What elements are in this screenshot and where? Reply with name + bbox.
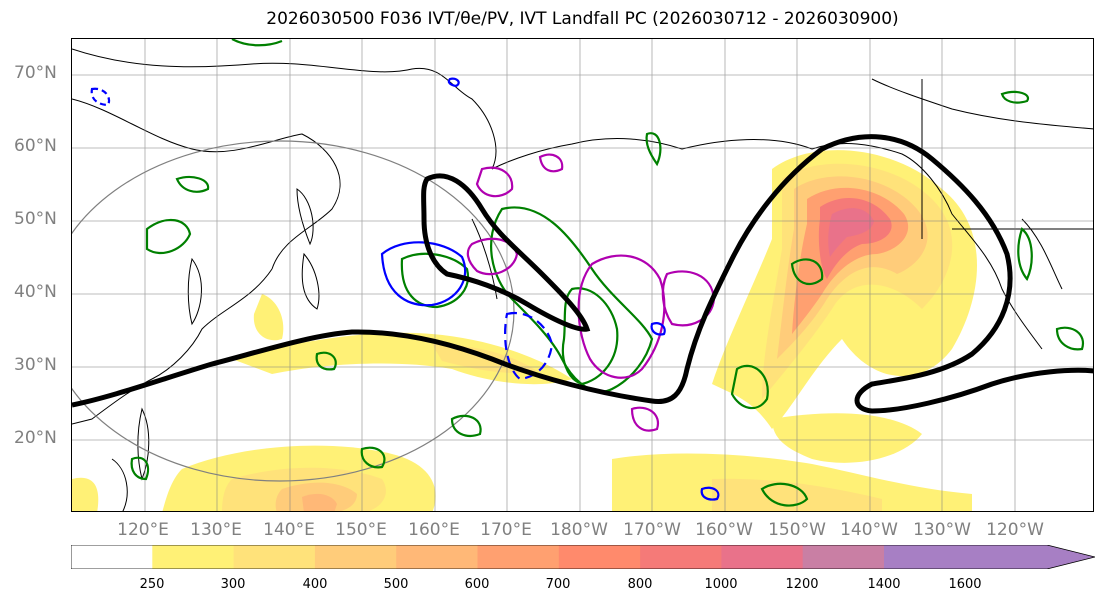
colorbar-tick-500: 500 bbox=[383, 577, 409, 592]
ivt-shading bbox=[72, 150, 977, 511]
colorbar-tick-1600: 1600 bbox=[948, 577, 982, 592]
lon-label-170w: 170°W bbox=[623, 520, 681, 540]
colorbar-segment bbox=[152, 545, 235, 569]
lon-label-160e: 160°E bbox=[408, 520, 460, 540]
lon-label-170e: 170°E bbox=[480, 520, 532, 540]
colorbar-segment bbox=[314, 545, 397, 569]
theta-e-contours bbox=[130, 39, 1085, 507]
colorbar-tick-400: 400 bbox=[302, 577, 328, 592]
lat-label-60n: 60°N bbox=[14, 136, 57, 156]
pv-negative-contours bbox=[90, 77, 720, 501]
colorbar-tick-250: 250 bbox=[139, 577, 165, 592]
colorbar-segment bbox=[558, 545, 641, 569]
colorbar-segment bbox=[802, 545, 885, 569]
map-panel[interactable] bbox=[71, 38, 1094, 512]
lon-label-140e: 140°E bbox=[263, 520, 315, 540]
lat-label-20n: 20°N bbox=[14, 428, 57, 448]
colorbar-segment bbox=[884, 545, 1095, 569]
lon-label-130w: 130°W bbox=[913, 520, 971, 540]
colorbar-tick-1200: 1200 bbox=[785, 577, 819, 592]
lat-label-40n: 40°N bbox=[14, 282, 57, 302]
lon-label-120e: 120°E bbox=[117, 520, 169, 540]
colorbar-tick-1400: 1400 bbox=[867, 577, 901, 592]
lon-label-150e: 150°E bbox=[335, 520, 387, 540]
colorbar-segment bbox=[640, 545, 722, 569]
lat-label-70n: 70°N bbox=[14, 63, 57, 83]
ivt-landfall-pc-contour bbox=[72, 134, 1093, 414]
lon-label-120w: 120°W bbox=[986, 520, 1044, 540]
lat-label-50n: 50°N bbox=[14, 209, 57, 229]
colorbar-tick-600: 600 bbox=[464, 577, 490, 592]
colorbar-tick-800: 800 bbox=[627, 577, 653, 592]
page-title: 2026030500 F036 IVT/θe/PV, IVT Landfall … bbox=[266, 9, 899, 29]
colorbar-tick-300: 300 bbox=[220, 577, 246, 592]
lat-label-30n: 30°N bbox=[14, 355, 57, 375]
colorbar-segment bbox=[721, 545, 804, 569]
colorbar-segment bbox=[233, 545, 316, 569]
map-canvas bbox=[72, 39, 1093, 511]
lon-label-140w: 140°W bbox=[840, 520, 898, 540]
ivt-colorbar bbox=[71, 545, 1095, 569]
lon-label-160w: 160°W bbox=[695, 520, 753, 540]
graticule bbox=[72, 39, 1093, 511]
colorbar-segment bbox=[396, 545, 478, 569]
radius-circle bbox=[72, 140, 515, 482]
lon-label-150w: 150°W bbox=[768, 520, 826, 540]
colorbar-tick-700: 700 bbox=[545, 577, 571, 592]
colorbar-segment bbox=[71, 545, 153, 569]
lon-label-130e: 130°E bbox=[190, 520, 242, 540]
colorbar-segment bbox=[477, 545, 560, 569]
lon-label-180w: 180°W bbox=[550, 520, 608, 540]
colorbar-tick-1000: 1000 bbox=[704, 577, 738, 592]
